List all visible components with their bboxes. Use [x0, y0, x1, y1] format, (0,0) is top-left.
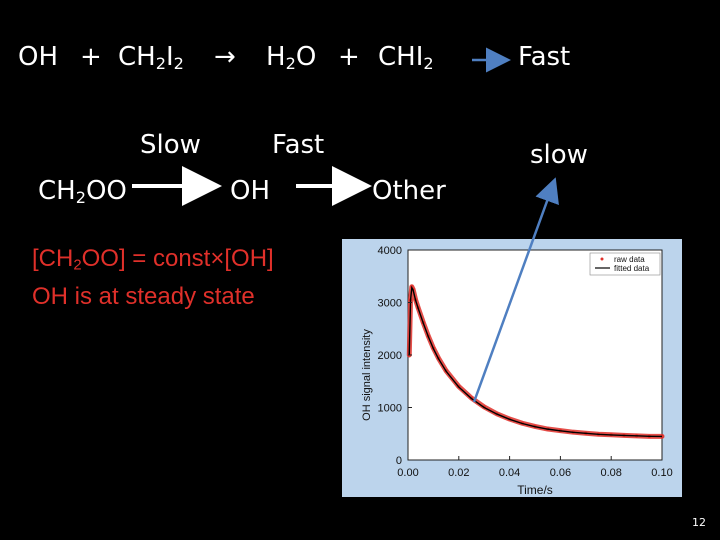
reaction1-h2o: H2O [266, 42, 317, 74]
chain-oh: OH [230, 176, 271, 206]
reaction1-rate-fast: Fast [518, 42, 571, 72]
legend-raw-data: raw data [614, 255, 645, 264]
reaction1-chi2: CHI2 [378, 42, 434, 74]
series-fitted-data [408, 285, 663, 438]
pointer-label-slow: slow [530, 140, 588, 170]
reaction1-arrow: → [214, 42, 236, 72]
y-axis-label: OH signal intensity [361, 329, 373, 421]
reaction1-lhs-oh: OH [18, 42, 59, 72]
x-tick-label: 0.10 [651, 467, 672, 479]
legend-fitted-data: fitted data [614, 264, 650, 273]
y-tick-label: 3000 [378, 298, 402, 310]
page-number: 12 [692, 516, 706, 529]
y-tick-label: 1000 [378, 403, 402, 415]
steady-state-equation: [CH2OO] = const×[OH] [32, 245, 274, 274]
x-tick-label: 0.08 [600, 467, 621, 479]
x-tick-label: 0.02 [448, 467, 469, 479]
x-tick-label: 0.06 [550, 467, 571, 479]
legend-box [589, 252, 661, 276]
x-tick-label: 0.04 [499, 467, 520, 479]
reaction1-plus-2: + [338, 42, 360, 72]
step2-label-fast: Fast [272, 130, 325, 160]
y-tick-label: 0 [396, 455, 402, 467]
y-tick-label: 4000 [378, 245, 402, 257]
reaction1-ch2i2: CH2I2 [118, 42, 184, 74]
legend-marker-raw [600, 257, 604, 261]
x-tick-label: 0.00 [397, 467, 418, 479]
reaction1-plus: + [80, 42, 102, 72]
chain-ch2oo: CH2OO [38, 176, 127, 208]
slow-pointer-arrow [472, 177, 559, 403]
step1-label-slow: Slow [140, 130, 201, 160]
x-axis-label: Time/s [517, 483, 553, 497]
chain-other: Other [372, 176, 446, 206]
steady-state-note: OH is at steady state [32, 283, 255, 310]
y-tick-label: 2000 [378, 350, 402, 362]
